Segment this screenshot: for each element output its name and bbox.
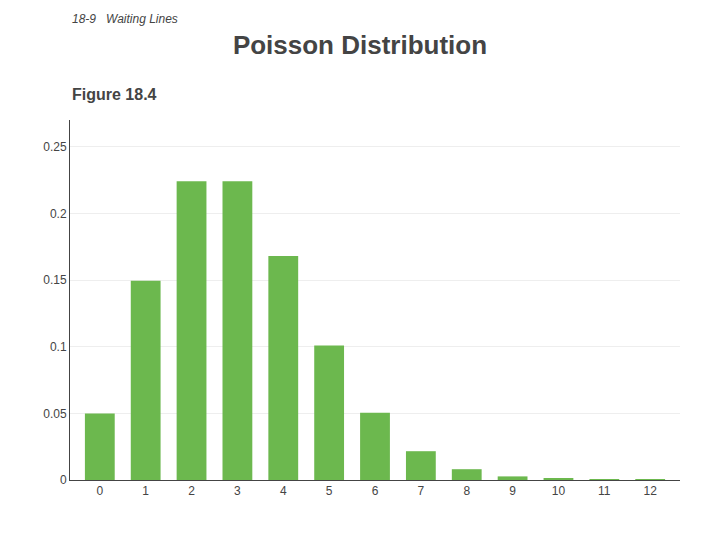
svg-text:0.05: 0.05 (43, 407, 67, 421)
svg-text:0.25: 0.25 (43, 140, 67, 154)
svg-text:9: 9 (509, 484, 516, 498)
svg-text:4: 4 (280, 484, 287, 498)
svg-text:2: 2 (188, 484, 195, 498)
svg-text:8: 8 (463, 484, 470, 498)
svg-text:0: 0 (60, 473, 67, 487)
svg-text:10: 10 (552, 484, 566, 498)
svg-text:7: 7 (418, 484, 425, 498)
svg-text:5: 5 (326, 484, 333, 498)
svg-text:0.1: 0.1 (50, 340, 67, 354)
svg-text:18-9 Waiting Lines: 18-9 Waiting Lines (72, 12, 178, 26)
svg-text:12: 12 (644, 484, 658, 498)
svg-text:3: 3 (234, 484, 241, 498)
svg-text:0: 0 (96, 484, 103, 498)
svg-text:0.2: 0.2 (50, 207, 67, 221)
svg-text:Poisson Distribution: Poisson Distribution (233, 30, 487, 60)
svg-text:11: 11 (598, 484, 611, 498)
svg-text:6: 6 (372, 484, 379, 498)
svg-text:0.15: 0.15 (43, 273, 67, 287)
svg-text:Figure 18.4: Figure 18.4 (72, 86, 157, 103)
svg-text:1: 1 (142, 484, 149, 498)
